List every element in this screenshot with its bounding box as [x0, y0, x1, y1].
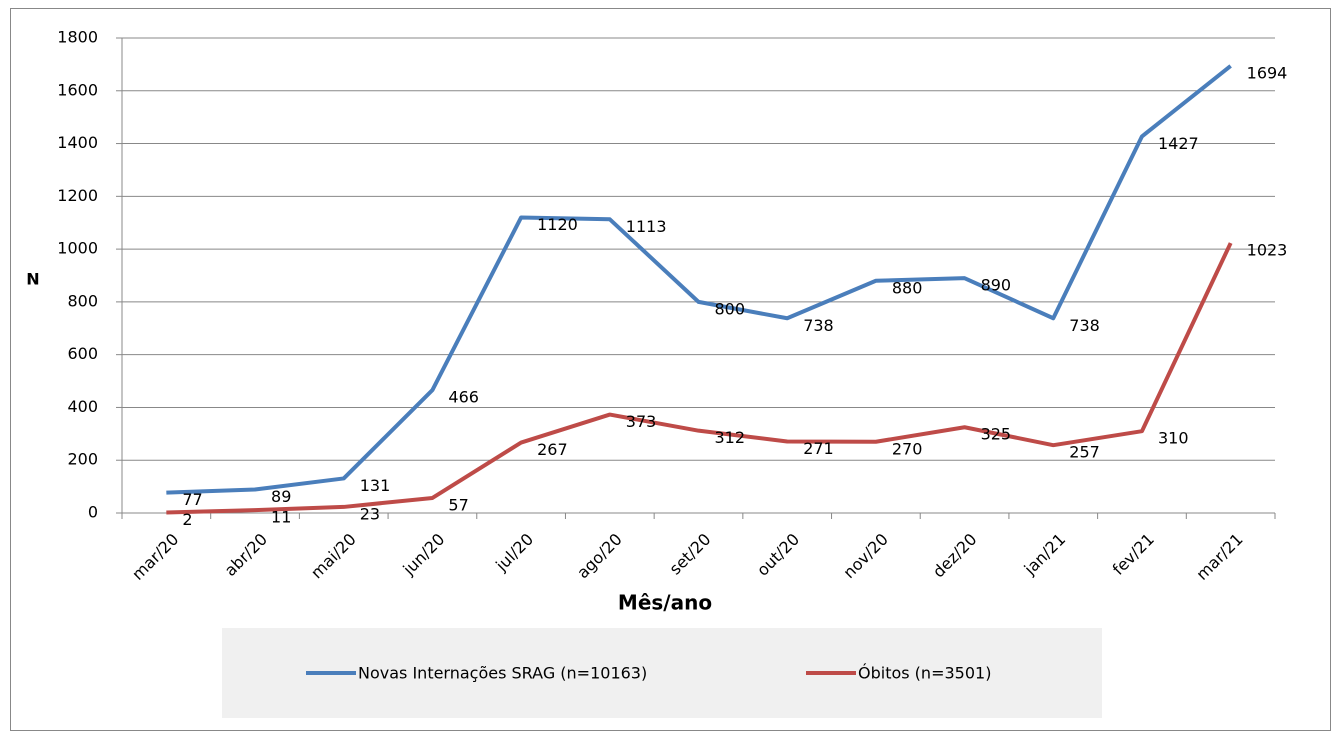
legend-label: Óbitos (n=3501) [858, 664, 991, 683]
data-label: 1023 [1247, 241, 1288, 260]
data-label: 738 [803, 316, 834, 335]
data-label: 880 [892, 278, 923, 297]
data-label: 267 [537, 440, 568, 459]
legend-box [222, 628, 1102, 718]
data-label: 89 [271, 487, 291, 506]
data-label: 325 [981, 425, 1012, 444]
data-label: 1427 [1158, 134, 1199, 153]
series-line [166, 64, 1232, 495]
y-tick-label: 400 [67, 397, 98, 416]
y-tick-label: 1400 [57, 133, 98, 152]
data-label: 23 [360, 504, 380, 523]
y-tick-label: 1000 [57, 239, 98, 258]
legend-label: Novas Internações SRAG (n=10163) [358, 664, 647, 683]
data-label: 373 [626, 412, 657, 431]
data-label: 310 [1158, 429, 1189, 448]
data-label: 800 [715, 299, 746, 318]
y-tick-label: 0 [88, 503, 98, 522]
data-label: 270 [892, 439, 923, 458]
data-label: 131 [360, 476, 391, 495]
data-label: 11 [271, 508, 291, 527]
chart-frame [10, 8, 1331, 731]
y-tick-label: 800 [67, 291, 98, 310]
data-label: 890 [981, 276, 1012, 295]
data-label: 738 [1069, 316, 1100, 335]
y-tick-label: 1600 [57, 80, 98, 99]
data-label: 1113 [626, 217, 667, 236]
data-label: 77 [182, 490, 202, 509]
y-tick-label: 1800 [57, 28, 98, 47]
data-label: 57 [448, 495, 468, 514]
data-label: 466 [448, 388, 479, 407]
y-tick-label: 200 [67, 450, 98, 469]
series-line [166, 242, 1233, 515]
data-label: 2 [182, 510, 192, 529]
data-label: 257 [1069, 443, 1100, 462]
y-tick-label: 600 [67, 344, 98, 363]
data-label: 271 [803, 439, 834, 458]
x-axis-title: Mês/ano [618, 591, 712, 615]
y-tick-label: 1200 [57, 186, 98, 205]
data-label: 1694 [1247, 63, 1288, 82]
data-label: 1120 [537, 215, 578, 234]
data-label: 312 [715, 428, 746, 447]
y-axis-title: N [26, 270, 39, 289]
